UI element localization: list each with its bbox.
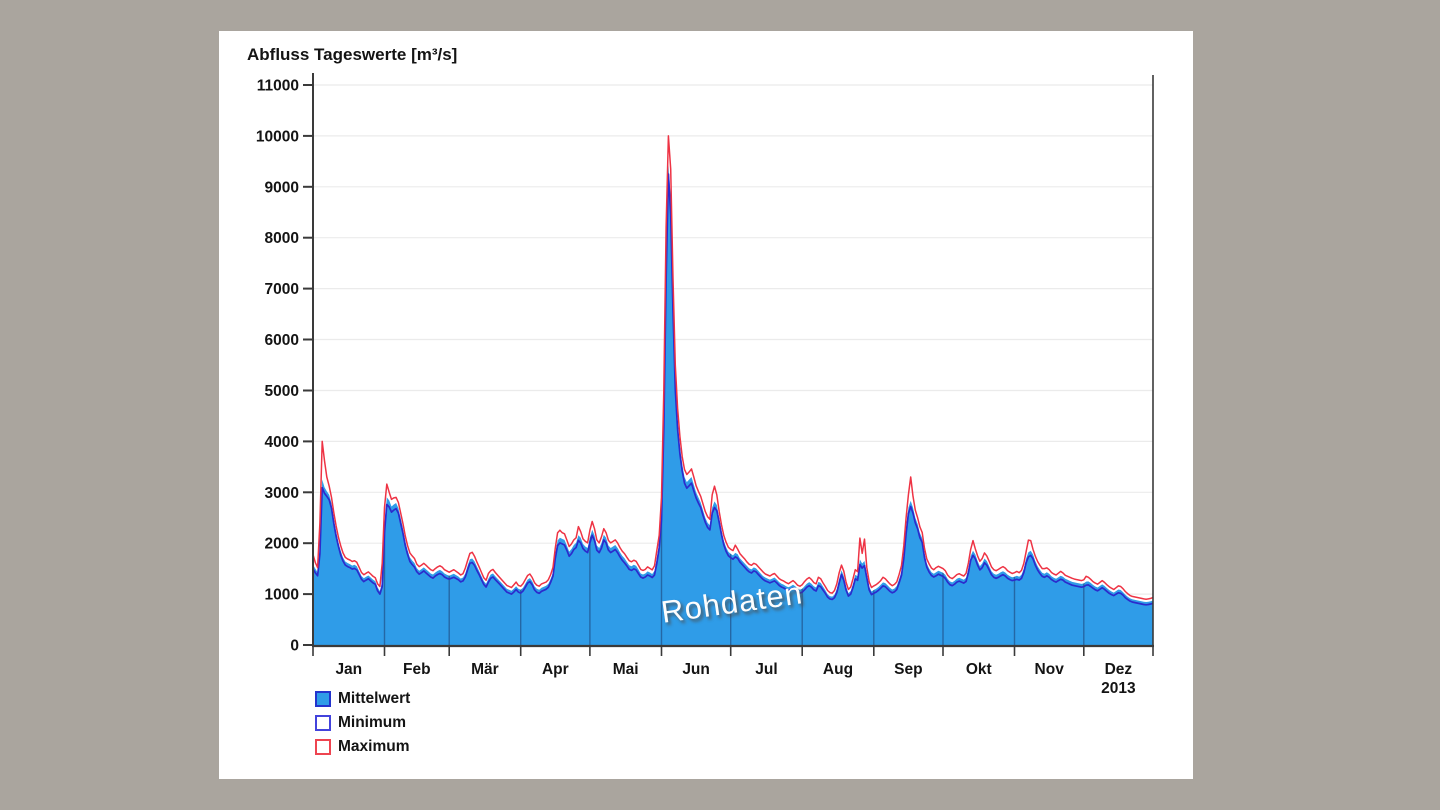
- x-axis-label-apr: Apr: [542, 661, 569, 678]
- x-axis-label-mär: Mär: [471, 661, 499, 678]
- mittelwert-area: [313, 163, 1153, 645]
- y-axis-label-3000: 3000: [265, 485, 299, 502]
- x-axis-label-nov: Nov: [1035, 661, 1065, 678]
- x-axis-label-sep: Sep: [894, 661, 922, 678]
- y-axis-label-8000: 8000: [265, 230, 299, 247]
- x-axis-label-aug: Aug: [823, 661, 853, 678]
- y-axis-label-6000: 6000: [265, 332, 299, 349]
- legend-item-mittelwert: Mittelwert: [315, 687, 410, 711]
- maximum-line: [312, 135, 1154, 600]
- x-axis-label-okt: Okt: [966, 661, 992, 678]
- chart-title: Abfluss Tageswerte [m³/s]: [247, 45, 458, 64]
- x-axis-year-label: 2013: [1101, 680, 1136, 697]
- minimum-swatch-icon: [315, 715, 331, 731]
- mittelwert-swatch-icon: [315, 691, 331, 707]
- y-axis-label-0: 0: [290, 638, 299, 655]
- minimum-line: [312, 173, 1154, 606]
- y-axis-label-1000: 1000: [265, 587, 299, 604]
- y-axis-label-9000: 9000: [265, 179, 299, 196]
- x-axis-label-mai: Mai: [613, 661, 639, 678]
- y-axis-label-2000: 2000: [265, 536, 299, 553]
- legend-item-minimum: Minimum: [315, 711, 410, 735]
- legend-label-maximum: Maximum: [338, 738, 410, 755]
- x-axis-label-jan: Jan: [335, 661, 362, 678]
- maximum-swatch-icon: [315, 739, 331, 755]
- x-axis-label-dez: Dez: [1105, 661, 1133, 678]
- legend-label-mittelwert: Mittelwert: [338, 690, 411, 707]
- y-axis-label-10000: 10000: [256, 128, 299, 145]
- x-axis-label-jul: Jul: [755, 661, 777, 678]
- x-axis-label-jun: Jun: [682, 661, 710, 678]
- y-axis-label-4000: 4000: [265, 434, 299, 451]
- x-axis-label-feb: Feb: [403, 661, 431, 678]
- discharge-hydrograph-chart: 0 1000 2000 3000 4000 5000 6000 7000 8000 9000 100…: [256, 73, 1154, 697]
- legend-label-minimum: Minimum: [338, 714, 407, 731]
- y-axis-label-5000: 5000: [265, 383, 299, 400]
- chart-legend: Mittelwert Minimum Maximum: [315, 687, 410, 759]
- chart-panel: Abfluss Tageswerte [m³/s] 0 1000 2000 3000 4…: [219, 31, 1193, 779]
- y-axis-label-7000: 7000: [265, 281, 299, 298]
- y-axis-label-11000: 11000: [257, 78, 299, 95]
- legend-item-maximum: Maximum: [315, 735, 410, 759]
